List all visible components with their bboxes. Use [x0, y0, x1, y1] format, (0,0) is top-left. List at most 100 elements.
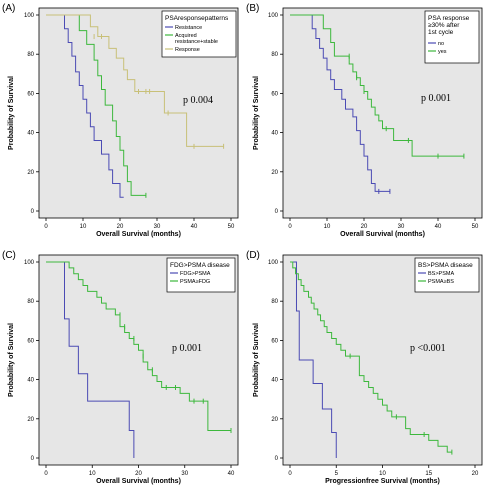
panel-b-ytick-label: 40 — [271, 131, 278, 137]
panel-a-legend: PSAresponsepatterns Resistance Acquiredre… — [161, 10, 237, 58]
panel-c-ytick-label: 0 — [31, 456, 35, 462]
panel-a-ytick-label: 100 — [24, 13, 35, 19]
panel-d-ytick-label: 100 — [268, 260, 279, 266]
panel-c-xtick-label: 10 — [89, 471, 96, 477]
panel-c-legend-title: FDG>PSMA disease — [170, 262, 230, 269]
panel-b-series-1-curve — [290, 14, 464, 157]
panel-c-xtick-label: 20 — [135, 471, 142, 477]
panel-c: (C) Overall Survival (months) Probabilit… — [2, 250, 239, 485]
panel-d-series-1-curve — [290, 261, 452, 453]
panel-b-ytick-label: 60 — [271, 91, 278, 97]
panel-b-ylabel: Probability of Survival — [253, 76, 260, 150]
panel-b-legend-box — [424, 10, 480, 64]
panel-d-ytick-label: 40 — [271, 378, 278, 384]
panel-d-legend-box — [414, 257, 480, 293]
panel-b-pvalue: p 0.001 — [421, 93, 451, 104]
panel-a-xtick-label: 40 — [191, 224, 198, 230]
panel-d-xtick-label: 20 — [472, 471, 479, 477]
panel-d-xlabel: Progressionfree Survival (months) — [325, 478, 440, 485]
panel-a: (A) Overall Survival (months) Probabilit… — [2, 3, 239, 238]
panel-b-legend: PSA response ≥30% after 1st cycle no yes — [424, 10, 480, 64]
panel-c-xtick-label: 40 — [228, 471, 235, 477]
panel-c-legend-label: PSMA≥FDG — [180, 279, 210, 285]
panel-b-xtick-label: 30 — [398, 224, 405, 230]
panel-a-ytick-label: 60 — [27, 91, 34, 97]
panel-a-legend-title: PSAresponsepatterns — [165, 15, 229, 22]
panel-a-ytick-label: 40 — [27, 131, 34, 137]
panel-c-xlabel: Overall Survival (months) — [96, 478, 181, 485]
panel-c-ytick-label: 20 — [27, 417, 34, 423]
panel-a-legend-label: Resistance — [175, 25, 202, 31]
panel-a-series-2-curve — [46, 14, 224, 147]
panel-d-xtick-label: 15 — [425, 471, 432, 477]
panel-d-xtick-label: 0 — [288, 471, 292, 477]
panel-a-pvalue: p 0.004 — [183, 95, 213, 106]
panel-a-ytick-label: 80 — [27, 52, 34, 58]
panel-d: (D) Progressionfree Survival (months) Pr… — [246, 250, 483, 485]
panel-c-xtick-label: 30 — [181, 471, 188, 477]
panel-b-xtick-label: 0 — [288, 224, 292, 230]
panel-b-curves — [290, 14, 465, 194]
panel-d-ticks: 0 5 10 15 20 0 20 40 60 80 100 — [268, 260, 479, 477]
panel-a-legend-label: resistance+stable — [175, 39, 218, 45]
panel-c-ytick-label: 80 — [27, 299, 34, 305]
panel-d-legend: BS>PSMA disease BS>PSMA PSMA≥BS — [414, 257, 480, 293]
panel-b-xtick-label: 10 — [324, 224, 331, 230]
panel-b-xtick-label: 50 — [472, 224, 479, 230]
panel-a-xtick-label: 50 — [228, 224, 235, 230]
panel-a-ylabel: Probability of Survival — [8, 76, 15, 150]
panel-a-xtick-label: 30 — [154, 224, 161, 230]
panel-c-label: (C) — [2, 250, 16, 261]
panel-b-ytick-label: 80 — [271, 52, 278, 58]
panel-c-ytick-label: 100 — [24, 260, 35, 266]
panel-d-legend-items: BS>PSMA PSMA≥BS — [418, 271, 454, 285]
panel-a-legend-box — [161, 10, 237, 58]
panel-d-xtick-label: 5 — [335, 471, 339, 477]
panel-d-series-0-curve — [290, 261, 337, 458]
panel-b-legend-label: yes — [438, 49, 447, 55]
panel-d-ylabel: Probability of Survival — [253, 323, 260, 397]
panel-b-ytick-label: 20 — [271, 170, 278, 176]
panel-d-legend-title: BS>PSMA disease — [418, 262, 473, 269]
panel-b-ticks: 0 10 20 30 40 50 0 20 40 60 80 100 — [268, 13, 479, 230]
panel-b-xtick-label: 40 — [435, 224, 442, 230]
panel-c-legend-items: FDG>PSMA PSMA≥FDG — [170, 271, 211, 285]
panel-d-ytick-label: 0 — [275, 456, 279, 462]
panel-c-ticks: 0 10 20 30 40 0 20 40 60 80 100 — [24, 260, 235, 477]
panel-b-series-0-curve — [290, 14, 390, 192]
panel-d-legend-label: PSMA≥BS — [428, 279, 454, 285]
panel-b-label: (B) — [246, 3, 259, 14]
panel-c-series-1-curve — [46, 261, 231, 432]
panel-d-pvalue: p <0.001 — [410, 343, 446, 354]
panel-a-ticks: 0 10 20 30 40 50 0 20 40 60 80 100 — [24, 13, 235, 230]
panel-c-xtick-label: 0 — [44, 471, 48, 477]
panel-c-legend-box — [166, 257, 236, 293]
panel-a-label: (A) — [2, 3, 15, 14]
panel-d-legend-label: BS>PSMA — [428, 271, 454, 277]
panel-a-curves — [46, 14, 225, 198]
panel-c-curves — [46, 261, 232, 458]
panel-b-ytick-label: 100 — [268, 13, 279, 19]
panel-b-xtick-label: 20 — [361, 224, 368, 230]
panel-c-legend: FDG>PSMA disease FDG>PSMA PSMA≥FDG — [166, 257, 236, 293]
panel-c-pvalue: p 0.001 — [172, 343, 202, 354]
panel-b-legend-label: no — [438, 41, 444, 47]
panel-c-ytick-label: 60 — [27, 338, 34, 344]
panel-d-curves — [290, 261, 453, 458]
panel-a-xtick-label: 10 — [80, 224, 87, 230]
panel-a-series-0-curve — [46, 14, 124, 198]
panel-d-ytick-label: 80 — [271, 299, 278, 305]
panel-c-ylabel: Probability of Survival — [8, 323, 15, 397]
panel-a-legend-label: Response — [175, 47, 200, 53]
panel-a-xlabel: Overall Survival (months) — [96, 231, 181, 238]
panel-a-ytick-label: 20 — [27, 170, 34, 176]
panel-c-series-0-curve — [46, 261, 135, 458]
panel-b: (B) Overall Survival (months) Probabilit… — [246, 3, 483, 238]
panel-b-xlabel: Overall Survival (months) — [340, 231, 425, 238]
panel-d-xtick-label: 10 — [379, 471, 386, 477]
panel-b-ytick-label: 0 — [275, 209, 279, 215]
panel-a-series-1-curve — [46, 14, 146, 196]
panel-a-ytick-label: 0 — [31, 209, 35, 215]
panel-d-label: (D) — [246, 250, 260, 261]
